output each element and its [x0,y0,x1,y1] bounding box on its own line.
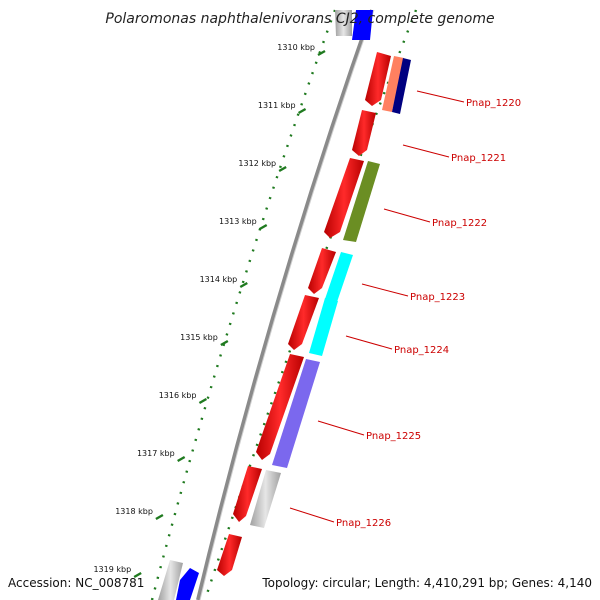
kbp-tick [198,397,208,405]
kbp-tick-label: 1314 kbp [200,275,238,284]
genome-backbone-highlight [199,9,375,600]
gene-box-pnap-1220 [382,56,411,114]
gene-leader-line [289,507,335,523]
kbp-tick [155,513,164,521]
gene-leader-line [416,90,465,103]
gene-box-pnap-1226 [250,470,281,528]
dotted-track-left [150,9,337,600]
kbp-tick-marks [133,49,326,579]
kbp-tick-label: 1317 kbp [137,449,175,458]
gene-box-pnap-1225 [272,359,320,468]
kbp-tick-label: 1319 kbp [93,565,131,574]
gene-box-pnap-1222 [343,161,380,242]
cds-red-4 [308,248,336,294]
cds-red-8 [217,534,242,576]
gene-leader-line [383,208,431,223]
kbp-tick-label: 1315 kbp [180,333,218,342]
kbp-tick-label: 1313 kbp [219,217,257,226]
gene-leader-line [361,283,409,297]
kbp-tick [177,455,186,463]
cds-red-1 [365,52,391,106]
kbp-tick-label: 1310 kbp [277,43,315,52]
gene-leader-line [345,335,393,350]
genome-summary-text: Topology: circular; Length: 4,410,291 bp… [261,576,592,590]
cds-red-6 [256,354,304,460]
kbp-tick [133,571,142,579]
kbp-tick [239,281,248,289]
kbp-tick-label: 1312 kbp [238,159,276,168]
kbp-tick [220,339,229,347]
cds-red-2 [352,110,376,156]
gene-label-leaders [289,90,465,523]
cds-red-5 [288,295,319,350]
kbp-tick-label: 1311 kbp [258,101,296,110]
cds-red-3 [324,158,364,238]
kbp-tick-label: 1318 kbp [115,507,153,516]
kbp-tick [278,165,287,173]
gene-label-pnap-1222[interactable]: Pnap_1222 [432,218,487,229]
cds-red-7 [233,466,262,522]
dotted-track-right [203,9,418,600]
gene-label-pnap-1226[interactable]: Pnap_1226 [336,518,391,529]
kbp-tick [297,107,307,115]
gene-box-pnap-1224 [309,298,338,356]
feature-top-grey [335,10,352,36]
gene-leader-line [317,420,365,436]
gene-box-pnap-1223 [325,252,353,302]
gene-label-pnap-1224[interactable]: Pnap_1224 [394,345,449,356]
gene-label-pnap-1221[interactable]: Pnap_1221 [451,153,506,164]
gene-label-pnap-1225[interactable]: Pnap_1225 [366,431,421,442]
accession-text: Accession: NC_008781 [8,576,144,590]
kbp-tick [317,49,326,57]
gene-label-pnap-1223[interactable]: Pnap_1223 [410,292,465,303]
gene-label-pnap-1220[interactable]: Pnap_1220 [466,98,521,109]
kbp-tick-labels: 1310 kbp 1311 kbp 1312 kbp 1313 kbp 1314 kbp… [93,43,315,574]
feature-bottom-grey [158,560,183,600]
kbp-tick-label: 1316 kbp [159,391,197,400]
feature-top-blue [352,10,373,40]
gene-labels: Pnap_1220 Pnap_1221 Pnap_1222 Pnap_1223 Pnap… [336,98,521,529]
gene-leader-line [402,144,450,158]
kbp-tick [259,223,268,231]
genome-backbone [196,9,374,600]
page-title: Polaromonas naphthalenivorans CJ2, compl… [105,11,494,27]
feature-bottom-blue [176,568,199,600]
